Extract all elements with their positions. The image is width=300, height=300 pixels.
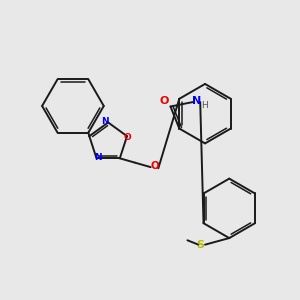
Text: N: N	[94, 153, 101, 162]
Text: S: S	[196, 240, 205, 250]
Text: O: O	[151, 161, 159, 171]
Text: N: N	[192, 96, 202, 106]
Text: N: N	[101, 117, 109, 126]
Text: O: O	[123, 133, 131, 142]
Text: H: H	[201, 101, 208, 110]
Text: O: O	[159, 96, 169, 106]
